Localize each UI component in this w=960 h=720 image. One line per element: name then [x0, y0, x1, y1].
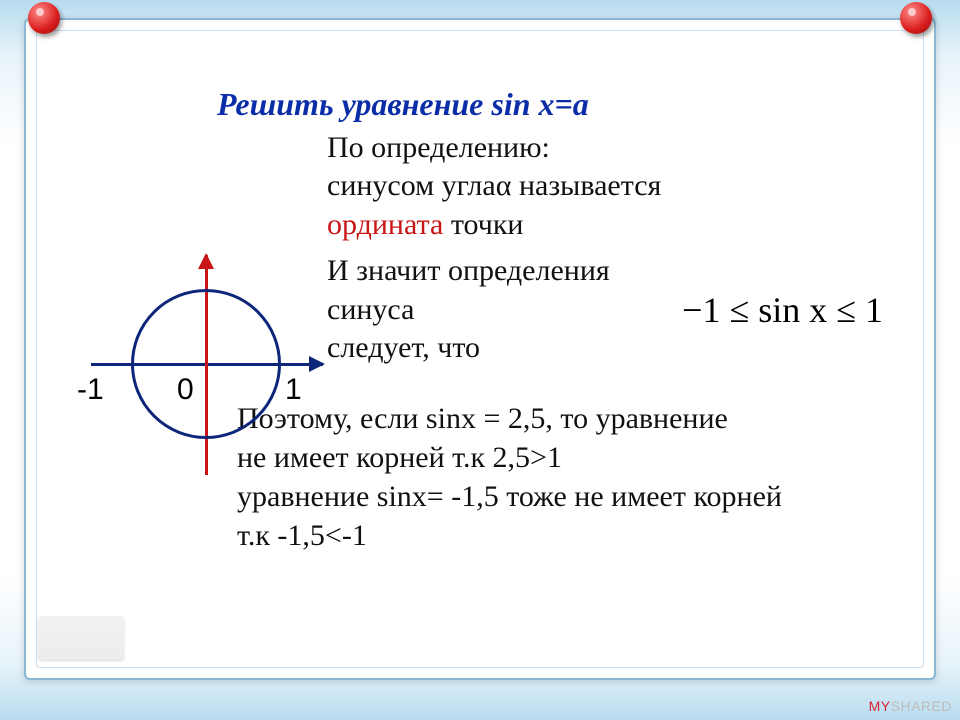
conc-l4: т.к -1,5<-1: [237, 519, 367, 552]
unit-circle-diagram: -1 0 1: [79, 245, 329, 485]
slide-title: Решить уравнение sin x=а: [217, 86, 883, 123]
def-ordinate: ордината: [327, 208, 443, 241]
def-line3-post: точки: [443, 208, 523, 241]
label-zero: 0: [177, 373, 194, 407]
watermark-my: MY: [869, 698, 891, 714]
definition-block: По определению: синусом углаα называется…: [327, 129, 883, 244]
def-line1: По определению:: [327, 131, 550, 164]
decorative-box: [38, 616, 124, 660]
follows-line2: следует, что: [327, 331, 480, 364]
conc-l3: уравнение sinx= -1,5 тоже не имеет корне…: [237, 480, 782, 513]
sine-range-formula: −1 ≤ sin x ≤ 1: [682, 289, 883, 331]
follows-line1: И значит определения синуса: [327, 254, 610, 325]
pushpin-icon: [900, 2, 932, 34]
watermark-shared: SHARED: [891, 698, 952, 714]
label-minus-1: -1: [77, 373, 104, 407]
def-line2-post: называется: [511, 169, 661, 202]
unit-circle: [131, 289, 281, 439]
def-line2-pre: синусом угла: [327, 169, 496, 202]
slide-frame: Решить уравнение sin x=а По определению:…: [24, 18, 936, 680]
def-alpha: α: [496, 169, 512, 202]
follows-row: И значит определения синуса следует, что…: [327, 252, 883, 367]
label-one: 1: [285, 373, 302, 407]
follows-text: И значит определения синуса следует, что: [327, 252, 664, 367]
conclusion-block: Поэтому, если sinx = 2,5, то уравнение н…: [237, 399, 883, 555]
pushpin-icon: [28, 2, 60, 34]
slide-inner: Решить уравнение sin x=а По определению:…: [36, 30, 924, 668]
watermark: MYSHARED: [869, 698, 952, 714]
